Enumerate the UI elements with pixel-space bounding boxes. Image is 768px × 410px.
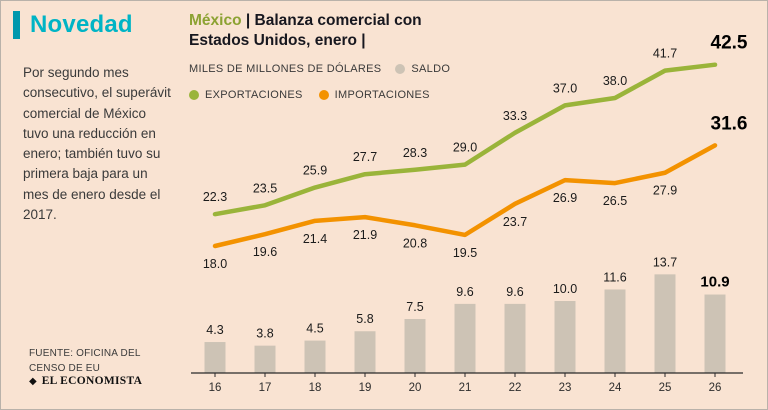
balanza-comercial-chart: 4.3 3.8 4.5 5.8 7.5 9.6 9.6 10.0 11.6 13.7 10.9 16 1…	[191, 33, 748, 394]
exportaciones-dot-icon	[189, 90, 199, 100]
svg-text:19.6: 19.6	[253, 245, 277, 259]
svg-text:18.0: 18.0	[203, 257, 227, 271]
svg-text:4.5: 4.5	[306, 322, 323, 336]
svg-text:27.7: 27.7	[353, 150, 377, 164]
chart-title: México | Balanza comercial con Estados U…	[189, 11, 441, 51]
accent-bar	[13, 11, 20, 39]
svg-text:28.3: 28.3	[403, 146, 427, 160]
svg-text:23: 23	[559, 382, 572, 394]
svg-text:23.5: 23.5	[253, 181, 277, 195]
svg-text:20: 20	[409, 382, 422, 394]
exportaciones-label: EXPORTACIONES	[205, 89, 303, 101]
svg-text:20.8: 20.8	[403, 236, 427, 250]
svg-text:25.9: 25.9	[303, 164, 327, 178]
svg-text:31.6: 31.6	[711, 113, 748, 134]
legend-row-2: EXPORTACIONES IMPORTACIONES	[189, 89, 430, 101]
svg-text:11.6: 11.6	[603, 270, 626, 284]
svg-text:38.0: 38.0	[603, 74, 627, 88]
brand-wordmark: EL ECONOMISTA	[41, 375, 143, 387]
legend-item-exportaciones: EXPORTACIONES	[189, 89, 303, 101]
svg-text:18: 18	[309, 382, 322, 394]
source-note: FUENTE: OFICINA DEL CENSO DE EU	[29, 348, 141, 374]
svg-text:13.7: 13.7	[653, 255, 677, 269]
kicker-row: Novedad	[13, 11, 133, 39]
svg-text:27.9: 27.9	[653, 184, 677, 198]
svg-text:22: 22	[509, 382, 522, 394]
svg-text:19.5: 19.5	[453, 246, 477, 260]
left-panel: Novedad Por segundo mes consecutivo, el …	[1, 1, 183, 409]
svg-text:16: 16	[209, 382, 222, 394]
svg-text:23.7: 23.7	[503, 215, 527, 229]
svg-text:24: 24	[609, 382, 622, 394]
svg-text:7.5: 7.5	[406, 300, 423, 314]
kicker: Novedad	[30, 11, 133, 38]
svg-text:10.9: 10.9	[700, 274, 729, 291]
chart-title-separator: |	[241, 12, 255, 29]
saldo-dot-icon	[395, 64, 406, 74]
svg-text:22.3: 22.3	[203, 190, 227, 204]
svg-text:9.6: 9.6	[506, 285, 523, 299]
el-economista-eagle-icon: ◆	[29, 375, 37, 387]
legend-item-saldo: SALDO	[395, 63, 450, 75]
svg-text:37.0: 37.0	[553, 81, 577, 95]
svg-text:5.8: 5.8	[356, 312, 373, 326]
svg-text:4.3: 4.3	[206, 323, 223, 337]
legend-row-1: MILES DE MILLONES DE DÓLARES SALDO	[189, 63, 450, 75]
importaciones-label: IMPORTACIONES	[334, 89, 430, 101]
svg-text:26.5: 26.5	[603, 194, 627, 208]
svg-text:21.9: 21.9	[353, 228, 377, 242]
svg-text:26: 26	[709, 382, 722, 394]
svg-text:21.4: 21.4	[303, 232, 327, 246]
svg-text:33.3: 33.3	[503, 109, 527, 123]
svg-text:29.0: 29.0	[453, 141, 477, 155]
importaciones-dot-icon	[318, 90, 329, 100]
svg-text:17: 17	[259, 382, 272, 394]
svg-text:41.7: 41.7	[653, 47, 677, 61]
svg-text:19: 19	[359, 382, 372, 394]
legend-item-importaciones: IMPORTACIONES	[318, 89, 430, 101]
lede-paragraph: Por segundo mes consecutivo, el superávi…	[23, 65, 171, 222]
chart-title-region: México	[189, 12, 242, 29]
units-label: MILES DE MILLONES DE DÓLARES	[189, 63, 382, 75]
chart-title-rest: Balanza comercial con Estados Unidos, en…	[189, 12, 422, 50]
svg-text:10.0: 10.0	[553, 282, 577, 296]
svg-text:3.8: 3.8	[256, 327, 273, 341]
chart-area: 4.3 3.8 4.5 5.8 7.5 9.6 9.6 10.0 11.6 13.7 10.9 16 1…	[183, 1, 767, 409]
svg-text:9.6: 9.6	[456, 285, 473, 299]
svg-text:25: 25	[659, 382, 672, 394]
svg-text:21: 21	[459, 382, 472, 394]
el-economista-logo: ◆ EL ECONOMISTA	[29, 375, 142, 387]
saldo-label: SALDO	[411, 63, 451, 75]
svg-text:26.9: 26.9	[553, 191, 577, 205]
svg-text:42.5: 42.5	[711, 33, 748, 54]
